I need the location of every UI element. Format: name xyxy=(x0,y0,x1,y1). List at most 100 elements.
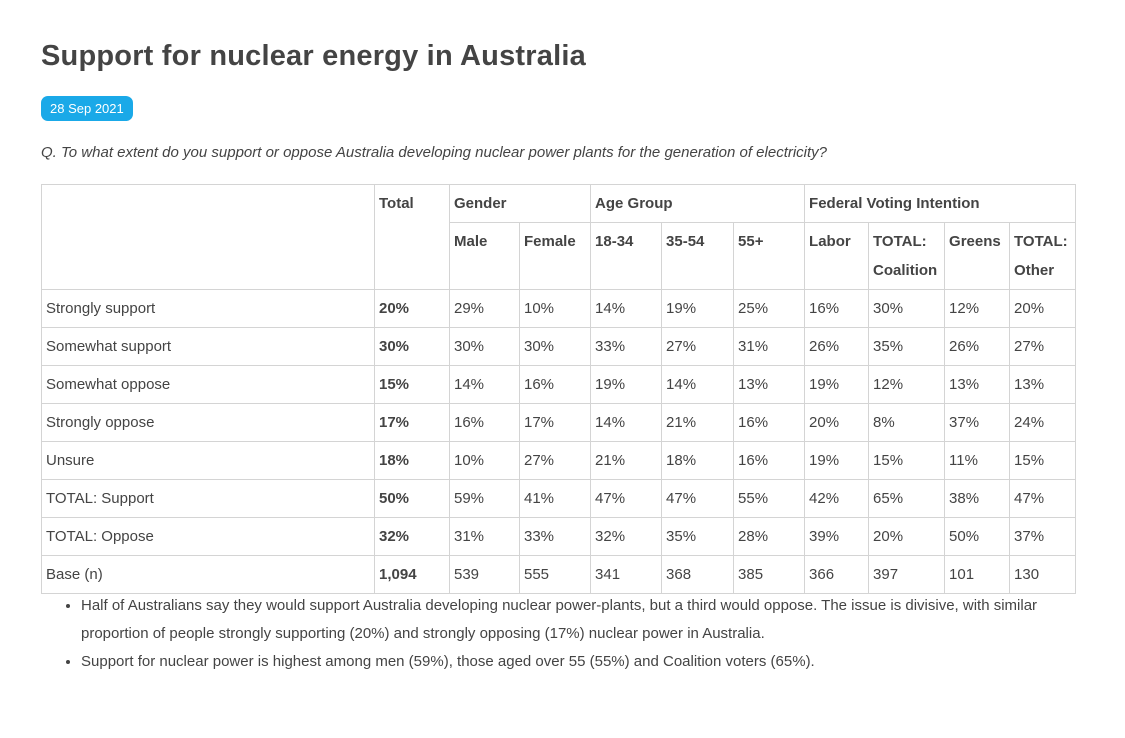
cell: 18% xyxy=(374,441,450,480)
cell: 59% xyxy=(449,479,520,518)
cell: 366 xyxy=(804,555,870,594)
cell: 26% xyxy=(944,327,1011,366)
cell: 26% xyxy=(804,327,870,366)
cell: 30% xyxy=(374,327,450,366)
cell: 15% xyxy=(374,365,450,404)
cell: 37% xyxy=(1009,517,1077,556)
cell: 35% xyxy=(868,327,946,366)
cell: 14% xyxy=(590,403,663,442)
cell: 35% xyxy=(661,517,735,556)
cell: 14% xyxy=(661,365,735,404)
cell: 397 xyxy=(868,555,946,594)
cell: 65% xyxy=(868,479,946,518)
column-header: Male xyxy=(449,222,520,290)
row-label: Strongly oppose xyxy=(41,403,375,442)
table-row: TOTAL: Oppose 32% 31% 33% 32% 35% 28% 39% 20% 50%… xyxy=(41,517,1077,556)
cell: 13% xyxy=(944,365,1011,404)
cell: 31% xyxy=(733,327,806,366)
header-cell xyxy=(41,184,375,290)
table-row: Somewhat oppose 15% 14% 16% 19% 14% 13% 19% 12% 1… xyxy=(41,365,1077,404)
cell: 30% xyxy=(449,327,520,366)
cell: 8% xyxy=(868,403,946,442)
table-row: TOTAL: Support 50% 59% 41% 47% 47% 55% 42% 65% 38… xyxy=(41,479,1077,518)
cell: 19% xyxy=(804,365,870,404)
cell: 50% xyxy=(374,479,450,518)
cell: 30% xyxy=(518,327,592,366)
cell: 16% xyxy=(449,403,520,442)
cell: 11% xyxy=(944,441,1011,480)
cell: 41% xyxy=(518,479,592,518)
header-cell: Total xyxy=(374,184,450,290)
cell: 18% xyxy=(661,441,735,480)
cell: 39% xyxy=(804,517,870,556)
cell: 539 xyxy=(449,555,520,594)
cell: 21% xyxy=(661,403,735,442)
cell: 47% xyxy=(590,479,663,518)
cell: 368 xyxy=(661,555,735,594)
cell: 16% xyxy=(733,441,806,480)
table-row: Base (n) 1,094 539 555 341 368 385 366 397 101 130 xyxy=(41,555,1077,594)
cell: 20% xyxy=(804,403,870,442)
cell: 42% xyxy=(804,479,870,518)
column-header: 55+ xyxy=(733,222,806,290)
cell: 16% xyxy=(804,289,870,328)
cell: 555 xyxy=(518,555,592,594)
cell: 341 xyxy=(590,555,663,594)
table-row: Strongly support 20% 29% 10% 14% 19% 25% 16% 30%… xyxy=(41,289,1077,328)
cell: 385 xyxy=(733,555,806,594)
column-header: TOTAL: Other xyxy=(1009,222,1077,290)
cell: 17% xyxy=(374,403,450,442)
cell: 27% xyxy=(661,327,735,366)
cell: 13% xyxy=(733,365,806,404)
cell: 29% xyxy=(449,289,520,328)
cell: 16% xyxy=(518,365,592,404)
row-label: TOTAL: Support xyxy=(41,479,375,518)
cell: 10% xyxy=(449,441,520,480)
cell: 10% xyxy=(518,289,592,328)
cell: 20% xyxy=(374,289,450,328)
column-header: Labor xyxy=(804,222,870,290)
cell: 21% xyxy=(590,441,663,480)
cell: 19% xyxy=(804,441,870,480)
cell: 37% xyxy=(944,403,1011,442)
group-header: Age Group xyxy=(590,184,806,223)
column-header: 18-34 xyxy=(590,222,663,290)
cell: 19% xyxy=(590,365,663,404)
cell: 27% xyxy=(518,441,592,480)
cell: 47% xyxy=(1009,479,1077,518)
note: Support for nuclear power is highest amo… xyxy=(81,648,1091,676)
column-header: TOTAL: Coalition xyxy=(868,222,946,290)
group-header: Federal Voting Intention xyxy=(804,184,1077,223)
cell: 55% xyxy=(733,479,806,518)
table-row: Somewhat support 30% 30% 30% 33% 27% 31% 26% 35%… xyxy=(41,327,1077,366)
cell: 50% xyxy=(944,517,1011,556)
row-label: Strongly support xyxy=(41,289,375,328)
cell: 32% xyxy=(374,517,450,556)
note: Half of Australians say they would suppo… xyxy=(81,592,1091,648)
cell: 24% xyxy=(1009,403,1077,442)
row-label: Somewhat support xyxy=(41,327,375,366)
cell: 27% xyxy=(1009,327,1077,366)
column-header: Greens xyxy=(944,222,1011,290)
notes: Half of Australians say they would suppo… xyxy=(41,592,1091,676)
cell: 15% xyxy=(1009,441,1077,480)
cell: 1,094 xyxy=(374,555,450,594)
table-row: Unsure 18% 10% 27% 21% 18% 16% 19% 15% 11% 15% xyxy=(41,441,1077,480)
cell: 101 xyxy=(944,555,1011,594)
cell: 12% xyxy=(868,365,946,404)
table-row: Strongly oppose 17% 16% 17% 14% 21% 16% 20% 8% 37… xyxy=(41,403,1077,442)
cell: 17% xyxy=(518,403,592,442)
cell: 30% xyxy=(868,289,946,328)
group-header: Gender xyxy=(448,184,592,223)
results-table: Total Gender Age Group Federal Voting In… xyxy=(41,184,1077,594)
cell: 13% xyxy=(1009,365,1077,404)
cell: 12% xyxy=(944,289,1011,328)
cell: 20% xyxy=(868,517,946,556)
title: Support for nuclear energy in Australia xyxy=(41,40,586,72)
date-badge: 28 Sep 2021 xyxy=(41,96,133,121)
row-label: Somewhat oppose xyxy=(41,365,375,404)
cell: 19% xyxy=(661,289,735,328)
cell: 14% xyxy=(590,289,663,328)
cell: 15% xyxy=(868,441,946,480)
